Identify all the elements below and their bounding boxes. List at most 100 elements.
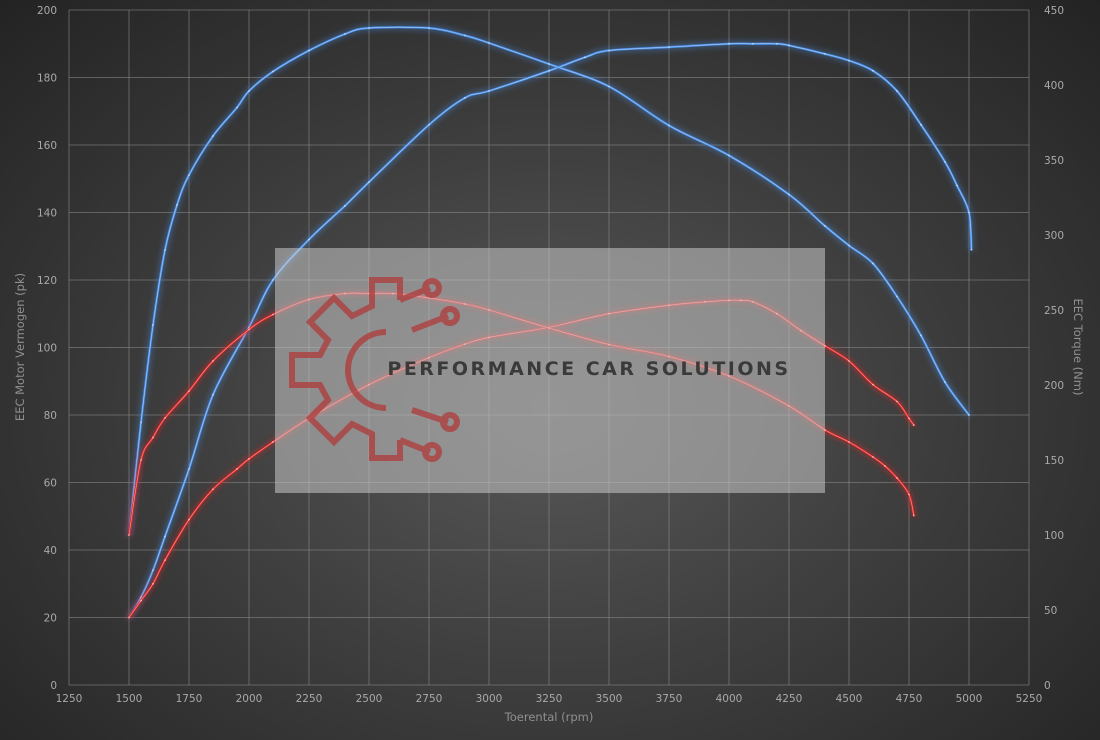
- data-point-tuned_torque-10: [308, 49, 310, 52]
- data-point-tuned_torque-4: [176, 204, 178, 206]
- data-point-tuned_power-29: [968, 211, 970, 214]
- data-point-stock_power-1: [140, 599, 142, 602]
- data-point-tuned_torque-13: [428, 27, 430, 29]
- data-point-stock_power-4: [188, 518, 190, 521]
- data-point-tuned_torque-6: [212, 135, 214, 137]
- data-point-stock_torque-22: [872, 456, 874, 458]
- data-point-tuned_power-13: [488, 90, 490, 92]
- x-tick-label: 2750: [416, 693, 443, 705]
- data-point-stock_power-25: [872, 383, 874, 386]
- x-tick-label: 1750: [176, 693, 203, 705]
- data-point-tuned_power-17: [668, 46, 670, 48]
- data-point-tuned_power-18: [728, 42, 730, 45]
- data-point-tuned_power-25: [896, 90, 898, 92]
- watermark-text: PERFORMANCE CAR SOLUTIONS: [387, 358, 790, 380]
- data-point-stock_power-7: [248, 458, 250, 460]
- data-point-stock_power-27: [908, 417, 910, 420]
- y2-tick-label: 450: [1044, 5, 1064, 17]
- y-tick-label: 20: [44, 613, 57, 625]
- data-point-tuned_torque-27: [968, 414, 970, 416]
- x-tick-label: 3000: [476, 693, 503, 705]
- data-point-tuned_torque-12: [368, 27, 370, 29]
- data-point-tuned_power-19: [752, 42, 754, 45]
- data-point-tuned_torque-19: [728, 154, 730, 157]
- data-point-tuned_torque-3: [164, 249, 166, 251]
- x-tick-label: 4250: [776, 693, 803, 705]
- data-point-tuned_power-4: [188, 468, 190, 470]
- x-tick-label: 2500: [356, 693, 383, 705]
- watermark: PERFORMANCE CAR SOLUTIONS: [275, 248, 825, 493]
- y2-tick-label: 300: [1044, 230, 1064, 242]
- data-point-stock_torque-4: [188, 390, 190, 392]
- x-tick-label: 5250: [1016, 693, 1043, 705]
- data-point-tuned_power-22: [824, 53, 826, 55]
- x-tick-label: 1500: [116, 693, 143, 705]
- x-tick-label: 3250: [536, 693, 563, 705]
- data-point-tuned_torque-23: [872, 262, 874, 265]
- y-tick-label: 200: [37, 5, 57, 17]
- y2-tick-label: 0: [1044, 680, 1051, 692]
- data-point-tuned_power-20: [776, 42, 778, 45]
- y2-tick-label: 200: [1044, 380, 1064, 392]
- data-point-stock_torque-25: [908, 493, 910, 496]
- tick-labels: 1250 1500 1750 2000 2250 2500 2750 3000 3250 3500…: [37, 5, 1064, 705]
- data-point-tuned_power-30: [970, 248, 973, 251]
- y-tick-label: 40: [44, 545, 57, 557]
- data-point-tuned_torque-14: [464, 34, 466, 37]
- y2-tick-label: 350: [1044, 155, 1064, 167]
- data-point-tuned_torque-11: [344, 33, 346, 35]
- data-point-tuned_power-6: [248, 326, 250, 329]
- data-point-stock_power-8: [272, 441, 274, 443]
- y2-tick-label: 100: [1044, 530, 1064, 542]
- data-point-tuned_power-24: [872, 69, 874, 72]
- y2-axis-title: EEC Torque (Nm): [1071, 299, 1085, 396]
- y-tick-label: 80: [44, 410, 57, 422]
- data-point-tuned_torque-1: [140, 421, 142, 424]
- data-point-tuned_torque-21: [824, 225, 826, 227]
- x-tick-label: 5000: [956, 693, 983, 705]
- data-point-stock_torque-23: [884, 465, 886, 467]
- data-point-tuned_torque-22: [848, 244, 850, 247]
- data-point-stock_torque-7: [272, 313, 274, 316]
- x-tick-label: 2250: [296, 693, 323, 705]
- data-point-stock_torque-24: [896, 477, 898, 479]
- watermark-panel: [275, 248, 825, 493]
- x-axis-title: Toerental (rpm): [504, 710, 594, 724]
- data-point-tuned_power-12: [464, 96, 466, 99]
- data-point-tuned_power-16: [608, 49, 610, 52]
- data-point-tuned_torque-8: [248, 90, 250, 92]
- x-tick-label: 4500: [836, 693, 863, 705]
- x-tick-label: 3500: [596, 693, 623, 705]
- data-point-tuned_torque-15: [488, 42, 490, 44]
- data-point-stock_power-28: [912, 424, 915, 426]
- data-point-stock_power-2: [152, 582, 154, 585]
- data-point-tuned_torque-17: [608, 85, 610, 88]
- gear-circuit-logo-icon: [289, 277, 460, 462]
- y-tick-label: 140: [37, 208, 57, 220]
- data-point-tuned_power-5: [212, 393, 214, 396]
- x-tick-label: 1250: [56, 693, 83, 705]
- y2-tick-label: 400: [1044, 80, 1064, 92]
- data-point-tuned_torque-2: [152, 324, 154, 326]
- data-point-tuned_power-21: [788, 44, 790, 47]
- data-point-tuned_power-10: [368, 181, 370, 184]
- data-point-stock_torque-3: [164, 417, 166, 419]
- data-point-stock_torque-0: [128, 534, 130, 536]
- data-point-tuned_power-9: [344, 204, 346, 207]
- data-point-stock_power-26: [896, 400, 898, 403]
- data-point-tuned_torque-26: [944, 381, 946, 383]
- data-point-tuned_torque-25: [920, 334, 922, 337]
- data-point-tuned_torque-9: [272, 70, 274, 73]
- x-tick-label: 3750: [656, 693, 683, 705]
- data-point-tuned_power-2: [152, 569, 154, 572]
- data-point-tuned_power-28: [956, 184, 958, 187]
- x-tick-label: 4000: [716, 693, 743, 705]
- data-point-stock_power-6: [236, 468, 238, 470]
- data-point-stock_power-0: [128, 616, 130, 619]
- data-point-tuned_torque-7: [236, 106, 238, 109]
- x-tick-label: 4750: [896, 693, 923, 705]
- data-point-tuned_torque-20: [788, 193, 790, 196]
- data-point-tuned_power-27: [944, 161, 946, 163]
- data-point-stock_torque-2: [152, 436, 154, 439]
